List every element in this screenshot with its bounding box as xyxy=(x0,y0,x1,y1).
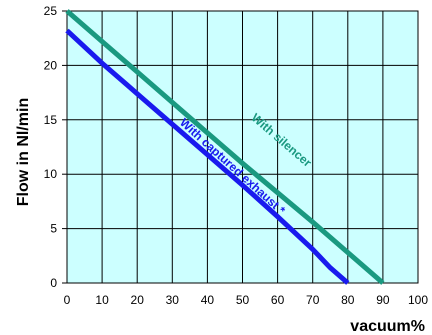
x-axis-title: vacuum% xyxy=(350,318,425,335)
y-tick-label: 5 xyxy=(50,222,57,236)
y-tick-label: 25 xyxy=(44,4,58,18)
x-tick-label: 60 xyxy=(271,293,285,307)
grid-lines xyxy=(66,10,419,284)
x-tick-label: 70 xyxy=(306,293,320,307)
x-tick-label: 20 xyxy=(131,293,145,307)
x-tick-label: 30 xyxy=(166,293,180,307)
y-axis-ticks: 0 5 10 15 20 25 xyxy=(44,4,67,290)
series-line-0 xyxy=(65,9,385,285)
x-tick-label: 50 xyxy=(236,293,250,307)
y-tick-label: 20 xyxy=(44,58,58,72)
y-tick-label: 0 xyxy=(50,276,57,290)
y-axis-title: Flow in Nl/min xyxy=(15,98,32,206)
y-tick-label: 15 xyxy=(44,113,58,127)
x-tick-label: 80 xyxy=(341,293,355,307)
x-tick-label: 100 xyxy=(408,293,428,307)
y-tick-label: 10 xyxy=(44,167,58,181)
x-tick-label: 40 xyxy=(201,293,215,307)
series-lines xyxy=(65,9,385,285)
series-line-1 xyxy=(65,28,350,285)
x-tick-label: 90 xyxy=(376,293,390,307)
x-tick-label: 10 xyxy=(95,293,109,307)
x-tick-label: 0 xyxy=(64,293,71,307)
x-axis-ticks: 0 10 20 30 40 50 60 70 80 90 100 xyxy=(64,293,429,307)
